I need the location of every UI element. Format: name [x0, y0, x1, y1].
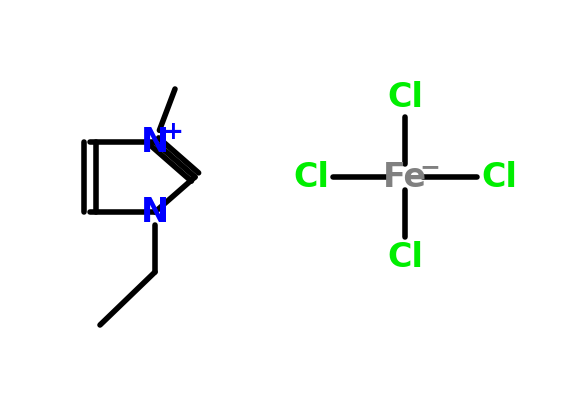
Text: +: +	[162, 120, 183, 144]
Text: Cl: Cl	[387, 81, 423, 114]
Text: Cl: Cl	[481, 160, 517, 193]
Text: Fe: Fe	[383, 160, 427, 193]
Text: −: −	[420, 155, 440, 179]
Text: Cl: Cl	[293, 160, 329, 193]
Text: Cl: Cl	[387, 241, 423, 274]
Text: N: N	[141, 125, 169, 158]
Text: N: N	[141, 195, 169, 228]
